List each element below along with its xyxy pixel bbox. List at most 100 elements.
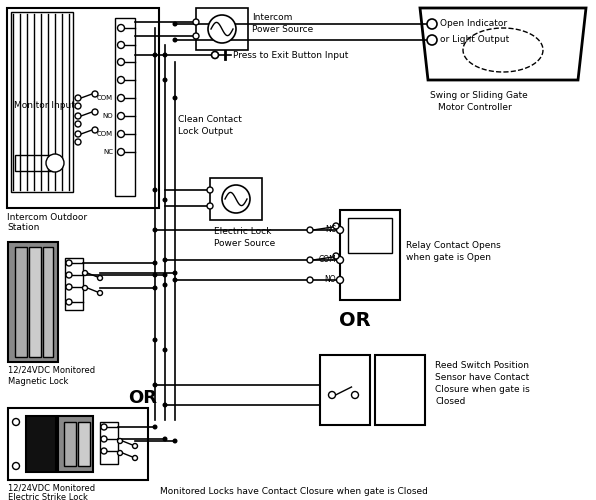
Circle shape xyxy=(66,284,72,290)
Bar xyxy=(210,178,262,220)
Text: NO: NO xyxy=(103,113,113,119)
Circle shape xyxy=(92,127,98,133)
Circle shape xyxy=(13,462,20,469)
Circle shape xyxy=(153,188,157,192)
Text: Electric Strike Lock: Electric Strike Lock xyxy=(8,494,88,500)
Text: Monitor Input: Monitor Input xyxy=(14,100,75,110)
Text: OR: OR xyxy=(339,310,371,330)
Circle shape xyxy=(208,15,236,43)
Bar xyxy=(7,8,159,208)
Circle shape xyxy=(163,78,167,82)
Bar xyxy=(15,247,27,357)
Bar xyxy=(58,416,93,472)
Text: or Light Output: or Light Output xyxy=(440,36,509,44)
Circle shape xyxy=(163,198,167,202)
Bar xyxy=(15,155,53,171)
Bar xyxy=(196,8,248,50)
Text: NC: NC xyxy=(103,149,113,155)
Circle shape xyxy=(163,282,167,288)
Bar xyxy=(320,355,370,425)
Circle shape xyxy=(153,424,157,430)
Bar xyxy=(8,408,148,480)
Circle shape xyxy=(117,24,125,32)
Text: Relay Contact Opens: Relay Contact Opens xyxy=(406,240,501,250)
Circle shape xyxy=(193,19,199,25)
Polygon shape xyxy=(420,8,586,80)
Text: Closed: Closed xyxy=(435,396,465,406)
Circle shape xyxy=(222,185,250,213)
Circle shape xyxy=(163,402,167,407)
Bar xyxy=(29,247,41,357)
Circle shape xyxy=(153,382,157,388)
Circle shape xyxy=(75,139,81,145)
Bar xyxy=(26,416,56,472)
Circle shape xyxy=(82,270,88,276)
Text: Magnetic Lock: Magnetic Lock xyxy=(8,376,69,386)
Circle shape xyxy=(82,286,88,290)
Circle shape xyxy=(101,424,107,430)
Circle shape xyxy=(117,148,125,156)
Bar xyxy=(375,355,425,425)
Circle shape xyxy=(117,94,125,102)
Circle shape xyxy=(75,113,81,119)
Circle shape xyxy=(172,38,178,43)
Circle shape xyxy=(117,76,125,84)
Circle shape xyxy=(117,450,123,456)
Text: OR: OR xyxy=(128,389,157,407)
Circle shape xyxy=(307,277,313,283)
Circle shape xyxy=(163,272,167,278)
Bar xyxy=(340,210,400,300)
Text: Station: Station xyxy=(7,224,39,232)
Text: Sensor have Contact: Sensor have Contact xyxy=(435,372,529,382)
Text: COM: COM xyxy=(318,256,336,264)
Circle shape xyxy=(172,22,178,26)
Circle shape xyxy=(172,270,178,276)
Circle shape xyxy=(307,227,313,233)
Circle shape xyxy=(337,226,343,234)
Circle shape xyxy=(333,253,339,259)
Circle shape xyxy=(75,131,81,137)
Circle shape xyxy=(163,348,167,352)
Circle shape xyxy=(172,96,178,100)
Bar xyxy=(64,422,76,466)
Circle shape xyxy=(427,19,437,29)
Text: Power Source: Power Source xyxy=(252,26,313,35)
Circle shape xyxy=(92,91,98,97)
Circle shape xyxy=(117,438,123,444)
Circle shape xyxy=(66,272,72,278)
Circle shape xyxy=(352,392,359,398)
Bar xyxy=(348,218,392,253)
Text: COM: COM xyxy=(97,131,113,137)
Circle shape xyxy=(193,33,199,39)
Circle shape xyxy=(153,272,157,278)
Text: Lock Output: Lock Output xyxy=(178,128,233,136)
Circle shape xyxy=(172,278,178,282)
Circle shape xyxy=(92,109,98,115)
Circle shape xyxy=(101,448,107,454)
Circle shape xyxy=(98,290,103,296)
Bar xyxy=(100,422,118,464)
Text: 12/24VDC Monitored: 12/24VDC Monitored xyxy=(8,366,95,374)
Bar xyxy=(11,12,73,192)
Bar xyxy=(43,247,53,357)
Circle shape xyxy=(13,418,20,426)
Circle shape xyxy=(153,286,157,290)
Circle shape xyxy=(337,276,343,283)
Text: Press to Exit Button Input: Press to Exit Button Input xyxy=(233,50,349,59)
Circle shape xyxy=(163,258,167,262)
Text: Closure when gate is: Closure when gate is xyxy=(435,384,530,394)
Text: Open Indicator: Open Indicator xyxy=(440,20,507,28)
Text: Electric Lock: Electric Lock xyxy=(214,228,271,236)
Circle shape xyxy=(207,187,213,193)
Circle shape xyxy=(75,95,81,101)
Circle shape xyxy=(212,52,219,59)
Circle shape xyxy=(328,392,336,398)
Circle shape xyxy=(66,299,72,305)
Circle shape xyxy=(66,260,72,266)
Circle shape xyxy=(117,130,125,138)
Bar xyxy=(8,242,58,362)
Circle shape xyxy=(337,256,343,264)
Circle shape xyxy=(307,257,313,263)
Circle shape xyxy=(132,444,138,448)
Text: Clean Contact: Clean Contact xyxy=(178,116,242,124)
